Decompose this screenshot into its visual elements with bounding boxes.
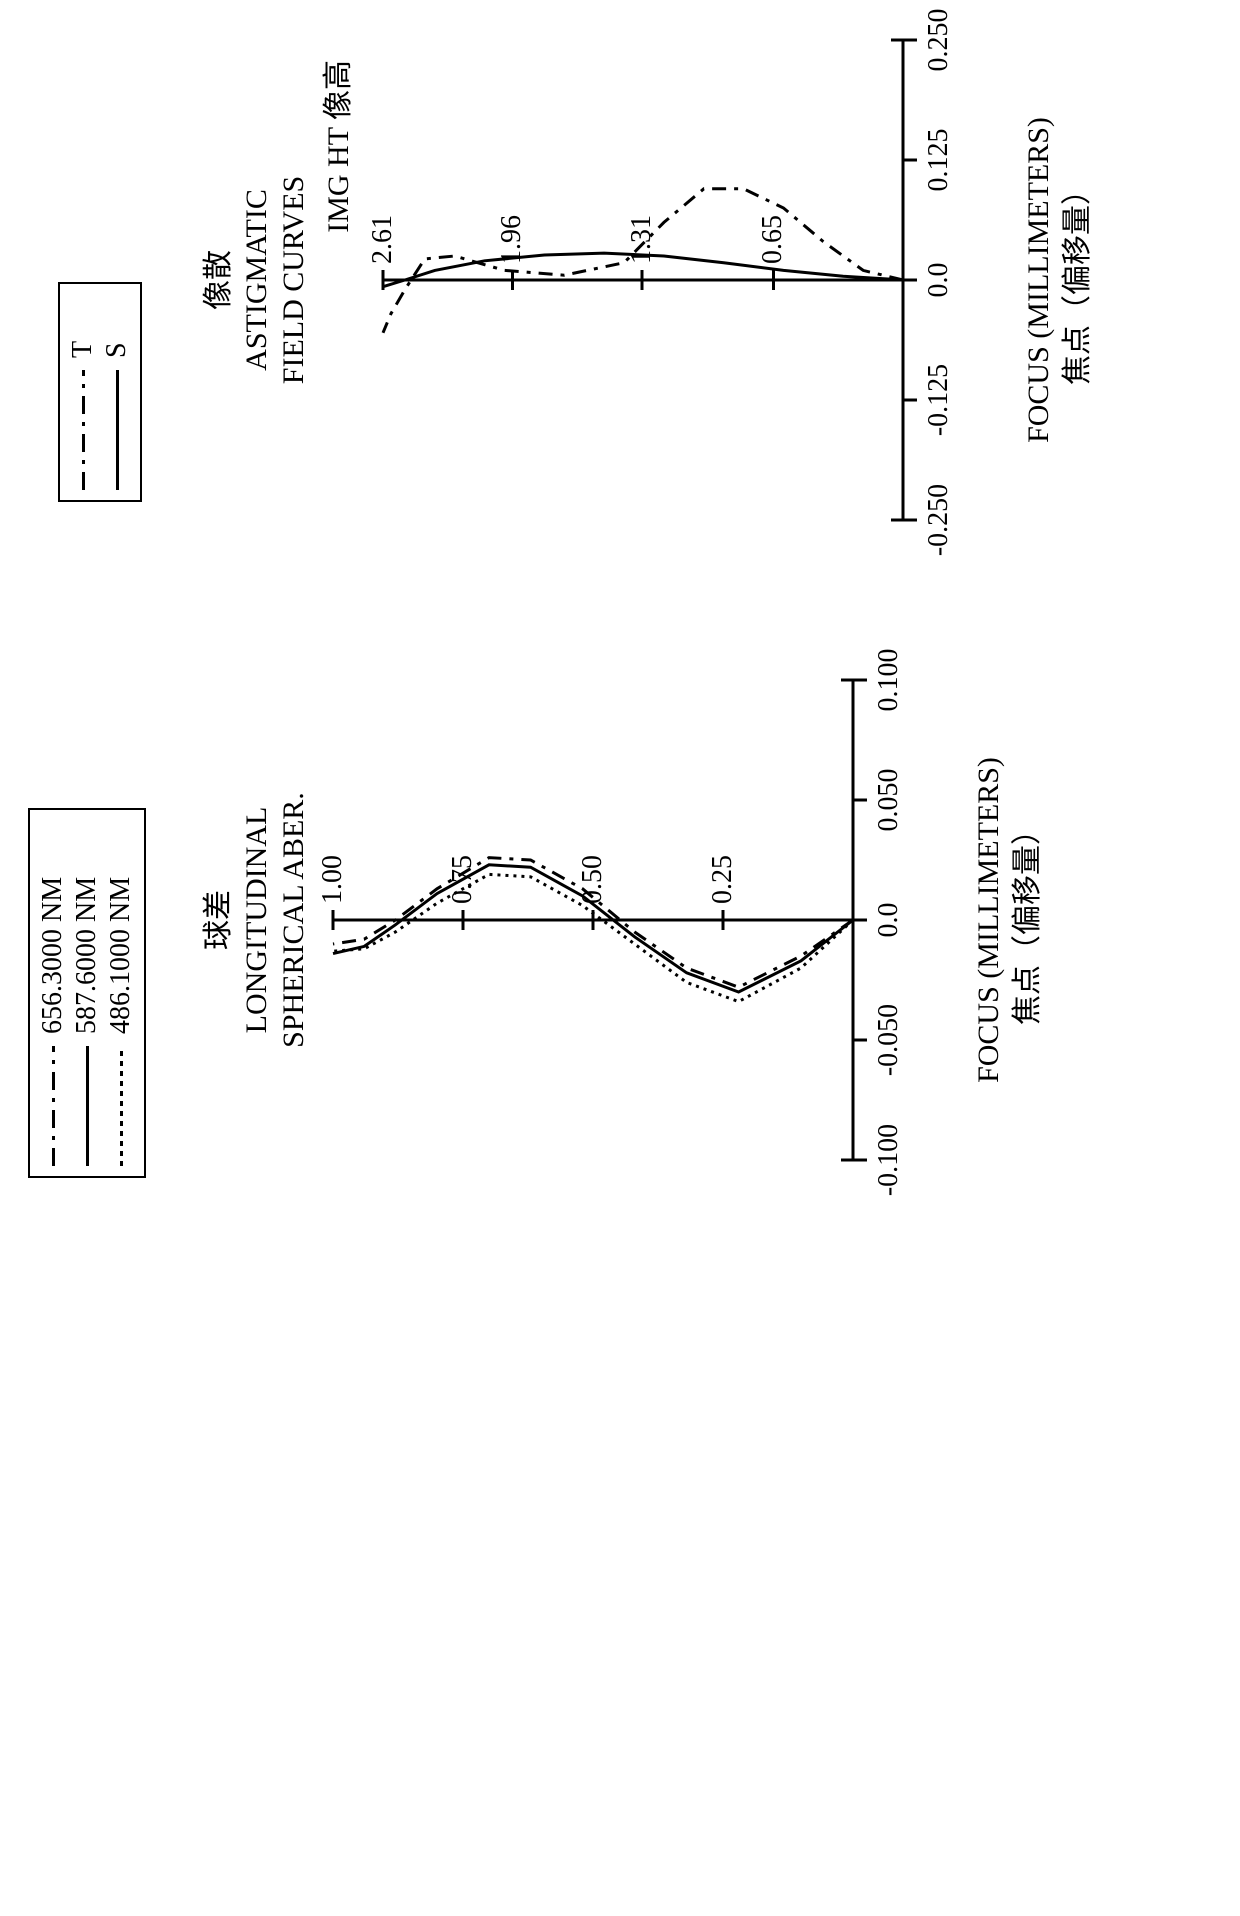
- legend-label: 656.3000 NM: [37, 877, 69, 1034]
- chart-area: 1.00 0.75 0.50 0.25 -0.100 -0.050 0.0 0.050 0.10…: [313, 640, 921, 1200]
- y-tick-label: 1.00: [317, 855, 349, 904]
- legend-item: 656.3000 NM: [36, 824, 70, 1166]
- spherical-panel: 球差LONGITUDINALSPHERICAL ABER.1.00 0.75 0.5…: [200, 640, 1047, 1200]
- panel-subtitle: IMG HT 像高: [313, 0, 357, 560]
- y-tick-label: 1.31: [626, 215, 658, 264]
- legend-label: S: [101, 342, 133, 358]
- legend-item: S: [100, 298, 134, 490]
- legend-swatch-dashdot: [52, 1046, 55, 1166]
- x-tick-label: 0.0: [873, 903, 905, 938]
- x-tick-label: -0.125: [923, 364, 955, 436]
- ts-legend: TS: [58, 282, 142, 502]
- x-axis-label: FOCUS (MILLIMETERS)焦点（偏移量）: [1019, 0, 1097, 560]
- x-tick-label: -0.250: [923, 484, 955, 556]
- x-tick-label: 0.100: [873, 649, 905, 712]
- legend-label: 486.1000 NM: [105, 877, 137, 1034]
- x-tick-label: 0.0: [923, 263, 955, 298]
- legend-swatch-solid: [86, 1046, 89, 1166]
- legend-label: T: [67, 341, 99, 358]
- y-tick-label: 0.25: [707, 855, 739, 904]
- x-tick-label: 0.250: [923, 9, 955, 72]
- chart-canvas: 656.3000 NM587.6000 NM486.1000 NM TS 球差L…: [0, 0, 1240, 1240]
- panel-title: 像散ASTIGMATICFIELD CURVES: [200, 0, 313, 560]
- x-tick-label: 0.050: [873, 769, 905, 832]
- y-tick-label: 0.65: [757, 215, 789, 264]
- panel-title: 球差LONGITUDINALSPHERICAL ABER.: [200, 640, 313, 1200]
- legend-swatch-dashdot: [82, 370, 85, 490]
- legend-label: 587.6000 NM: [71, 877, 103, 1034]
- legend-item: 587.6000 NM: [70, 824, 104, 1166]
- legend-swatch-solid: [116, 370, 119, 490]
- chart-area: 2.61 1.96 1.31 0.65 -0.250 -0.125 0.0 0.125 0.25…: [363, 0, 971, 560]
- y-tick-label: 0.50: [577, 855, 609, 904]
- wavelength-legend: 656.3000 NM587.6000 NM486.1000 NM: [28, 808, 146, 1178]
- x-tick-label: 0.125: [923, 129, 955, 192]
- legend-item: T: [66, 298, 100, 490]
- y-tick-label: 2.61: [367, 215, 399, 264]
- x-tick-label: -0.100: [873, 1124, 905, 1196]
- x-axis-label: FOCUS (MILLIMETERS)焦点（偏移量）: [969, 640, 1047, 1200]
- astigmatic-panel: 像散ASTIGMATICFIELD CURVESIMG HT 像高 2.61 1.9…: [200, 0, 1097, 560]
- legend-swatch-dotted: [120, 1046, 123, 1166]
- y-tick-label: 1.96: [496, 215, 528, 264]
- y-tick-label: 0.75: [447, 855, 479, 904]
- legend-item: 486.1000 NM: [104, 824, 138, 1166]
- x-tick-label: -0.050: [873, 1004, 905, 1076]
